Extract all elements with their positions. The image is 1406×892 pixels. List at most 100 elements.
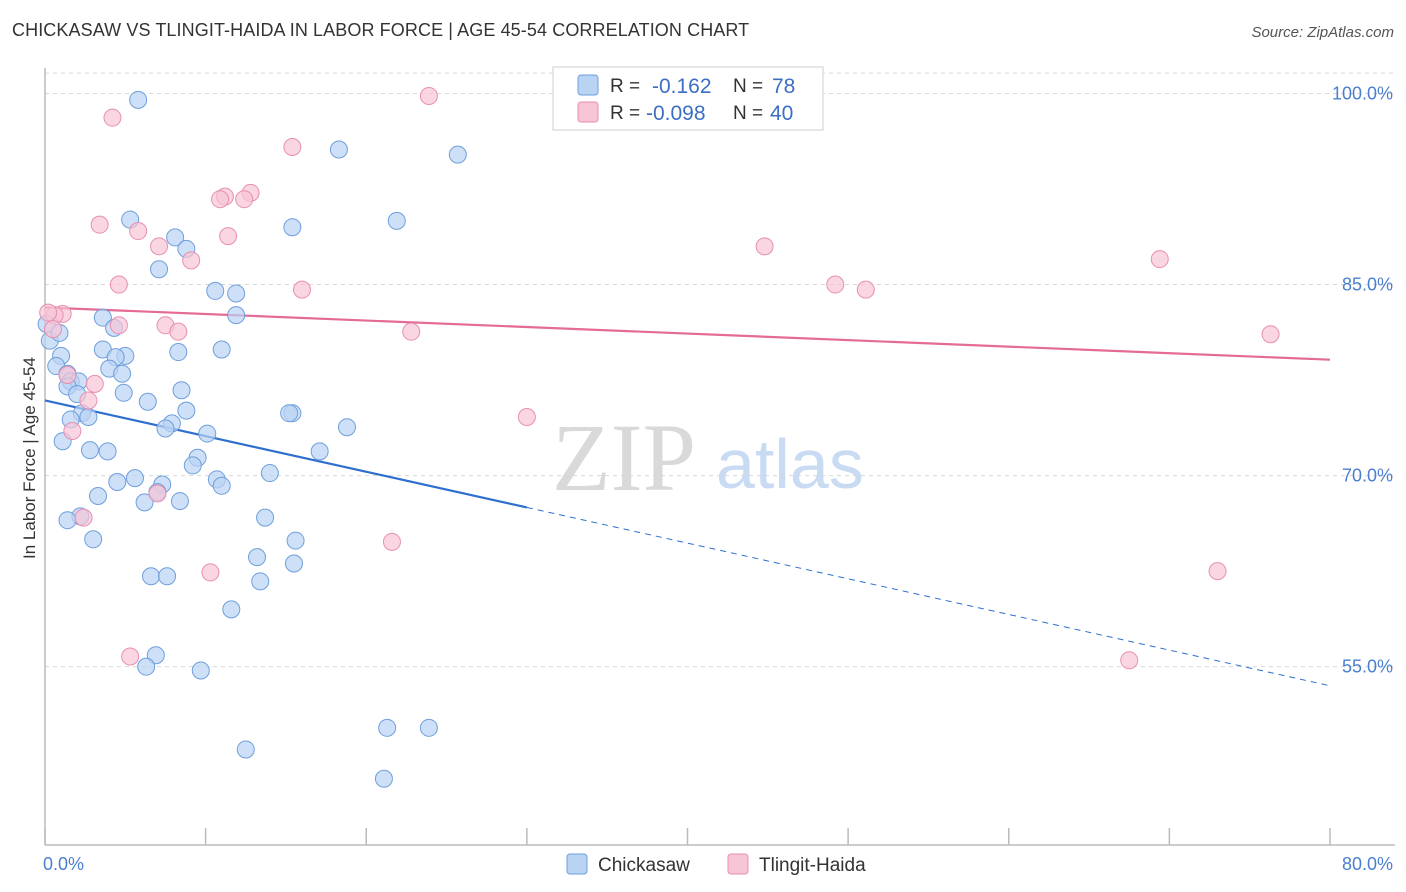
legend-chickasaw-swatch-icon <box>566 853 588 875</box>
chickasaw-point <box>183 456 202 475</box>
chickasaw-point <box>98 442 117 461</box>
tlingit-point <box>219 227 238 246</box>
chickasaw-point <box>198 424 217 443</box>
chickasaw-point <box>236 740 255 759</box>
tlingit-point <box>44 320 63 339</box>
chickasaw-point <box>378 718 397 737</box>
chickasaw-point <box>89 486 108 505</box>
chickasaw-swatch-icon <box>577 74 599 96</box>
chickasaw-point <box>256 508 275 527</box>
legend-tlingit-label: Tlingit-Haida <box>759 855 866 876</box>
chickasaw-point <box>260 464 279 483</box>
chickasaw-point <box>284 554 303 573</box>
tlingit-point <box>90 215 109 234</box>
y-axis-title: In Labor Force | Age 45-54 <box>20 357 39 559</box>
tlingit-point <box>85 374 104 393</box>
watermark-atlas: atlas <box>716 425 864 503</box>
tlingit-point <box>39 303 58 322</box>
tlingit-point <box>103 108 122 127</box>
chickasaw-point <box>310 442 329 461</box>
chart-title: CHICKASAW VS TLINGIT-HAIDA IN LABOR FORC… <box>12 20 750 40</box>
chickasaw-point <box>158 567 177 586</box>
chickasaw-point <box>286 531 305 550</box>
chickasaw-point <box>172 381 191 400</box>
chickasaw-point <box>280 404 299 423</box>
chickasaw-r-label: R = <box>610 76 640 97</box>
tlingit-point <box>517 408 536 427</box>
tlingit-point <box>419 87 438 106</box>
chickasaw-point <box>137 657 156 676</box>
trend-lines <box>44 306 1331 687</box>
chickasaw-point <box>135 493 154 512</box>
tlingit-n-label: N = <box>733 103 763 124</box>
tlingit-point <box>1208 562 1227 581</box>
tlingit-point <box>129 222 148 241</box>
chickasaw-point <box>212 340 231 359</box>
tlingit-r-value: -0.098 <box>646 102 706 125</box>
chickasaw-point <box>169 343 188 362</box>
tlingit-point <box>150 237 169 256</box>
chickasaw-point <box>138 392 157 411</box>
chickasaw-point <box>170 492 189 511</box>
chickasaw-point <box>283 218 302 237</box>
chickasaw-point <box>93 308 112 327</box>
chickasaw-point <box>125 469 144 488</box>
chickasaw-point <box>227 306 246 325</box>
tlingit-point <box>856 280 875 299</box>
chickasaw-point <box>150 260 169 279</box>
bottom-legend: Chickasaw Tlingit-Haida <box>566 853 866 876</box>
gridlines <box>45 72 1395 668</box>
tlingit-point <box>402 322 421 341</box>
chickasaw-point <box>146 646 165 665</box>
y-tick-label: 70.0% <box>1342 466 1393 486</box>
x-tick-label: 80.0% <box>1342 854 1393 874</box>
tick-labels: 55.0% 70.0% 85.0% 100.0% 0.0% 80.0% <box>43 83 1393 874</box>
tlingit-point <box>1150 250 1169 269</box>
tlingit-point <box>74 508 93 527</box>
tlingit-point <box>283 137 302 156</box>
chickasaw-n-label: N = <box>733 76 763 97</box>
tlingit-point <box>63 422 82 441</box>
chickasaw-point <box>206 281 225 300</box>
y-tick-label: 100.0% <box>1332 83 1393 103</box>
tlingit-trend-line <box>44 306 1331 361</box>
tlingit-point <box>169 322 188 341</box>
legend-chickasaw-label: Chickasaw <box>598 855 690 876</box>
chickasaw-point <box>108 472 127 491</box>
chickasaw-point <box>227 284 246 303</box>
chickasaw-n-value: 78 <box>772 75 795 98</box>
tlingit-point <box>109 316 128 335</box>
legend-tlingit-swatch-icon <box>727 853 749 875</box>
tlingit-point <box>79 391 98 410</box>
tlingit-point <box>148 484 167 503</box>
tlingit-point <box>382 532 401 551</box>
chickasaw-point <box>374 769 393 788</box>
tlingit-r-label: R = <box>610 103 640 124</box>
tlingit-point <box>235 190 254 209</box>
chickasaw-r-value: -0.162 <box>652 75 712 98</box>
tlingit-point <box>826 275 845 294</box>
chickasaw-point <box>142 567 161 586</box>
tlingit-point <box>182 251 201 270</box>
watermark-zip: ZIP <box>552 404 696 511</box>
tlingit-point <box>1120 651 1139 670</box>
tlingit-point <box>755 237 774 256</box>
tlingit-point <box>201 563 220 582</box>
chickasaw-point <box>222 600 241 619</box>
chickasaw-point <box>129 90 148 109</box>
tlingit-point <box>211 190 230 209</box>
watermark: ZIP atlas <box>552 404 864 511</box>
tlingit-point <box>121 647 140 666</box>
chickasaw-point <box>448 145 467 164</box>
chickasaw-trend-line <box>44 399 528 509</box>
chickasaw-point <box>177 401 196 420</box>
chickasaw-point <box>419 718 438 737</box>
chickasaw-point <box>212 476 231 495</box>
tlingit-point <box>58 365 77 384</box>
chickasaw-point <box>113 364 132 383</box>
chickasaw-point <box>191 661 210 680</box>
chickasaw-point <box>329 140 348 159</box>
chickasaw-point <box>387 211 406 230</box>
tlingit-point <box>1261 325 1280 344</box>
tlingit-n-value: 40 <box>770 102 793 125</box>
